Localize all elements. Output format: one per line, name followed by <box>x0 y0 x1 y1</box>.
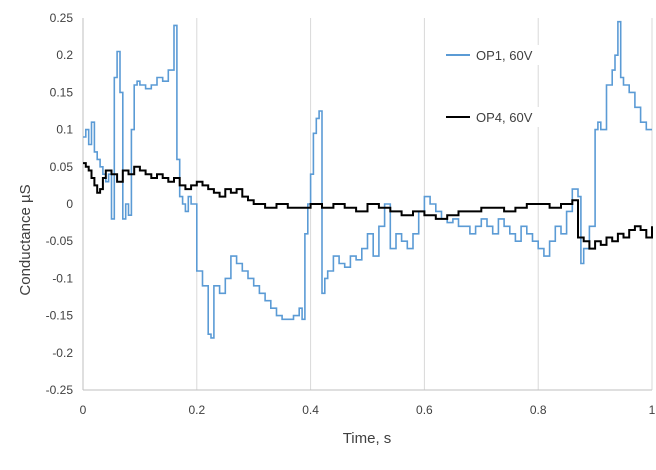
series-line-op1 <box>83 20 652 339</box>
x-tick-label: 0.2 <box>188 403 205 417</box>
y-tick-label: -0.05 <box>46 234 74 248</box>
y-tick-label: 0.2 <box>56 48 73 62</box>
y-tick-label: -0.15 <box>46 309 74 323</box>
x-tick-label: 0.8 <box>530 403 547 417</box>
legend-label-op1: OP1, 60V <box>476 48 533 63</box>
x-axis-title: Time, s <box>343 430 392 447</box>
y-tick-labels: 0.25 0.2 0.15 0.1 0.05 0 -0.05 -0.1 -0.15 -0.2 -0.… <box>46 11 74 397</box>
y-tick-label: -0.2 <box>52 346 73 360</box>
y-axis-title: Conductance µS <box>17 184 34 295</box>
series-lines <box>83 20 653 339</box>
y-tick-label: 0 <box>66 197 73 211</box>
x-tick-label: 1 <box>649 403 656 417</box>
y-tick-label: 0.05 <box>50 160 74 174</box>
x-tick-labels: 0 0.2 0.4 0.6 0.8 1 <box>80 403 656 417</box>
legend-label-bg-op1 <box>472 45 572 65</box>
y-tick-label: -0.25 <box>46 383 74 397</box>
legend-label-op4: OP4, 60V <box>476 110 533 125</box>
legend: OP1, 60V OP4, 60V <box>446 45 572 127</box>
x-tick-label: 0 <box>80 403 87 417</box>
x-tick-label: 0.6 <box>416 403 433 417</box>
x-tick-label: 0.4 <box>302 403 319 417</box>
axes <box>82 18 652 391</box>
y-tick-label: 0.15 <box>50 85 74 99</box>
y-tick-label: -0.1 <box>52 271 73 285</box>
series-line-op4 <box>83 162 653 250</box>
y-tick-label: 0.25 <box>50 11 74 25</box>
legend-label-bg-op4 <box>472 107 572 127</box>
y-tick-label: 0.1 <box>56 123 73 137</box>
